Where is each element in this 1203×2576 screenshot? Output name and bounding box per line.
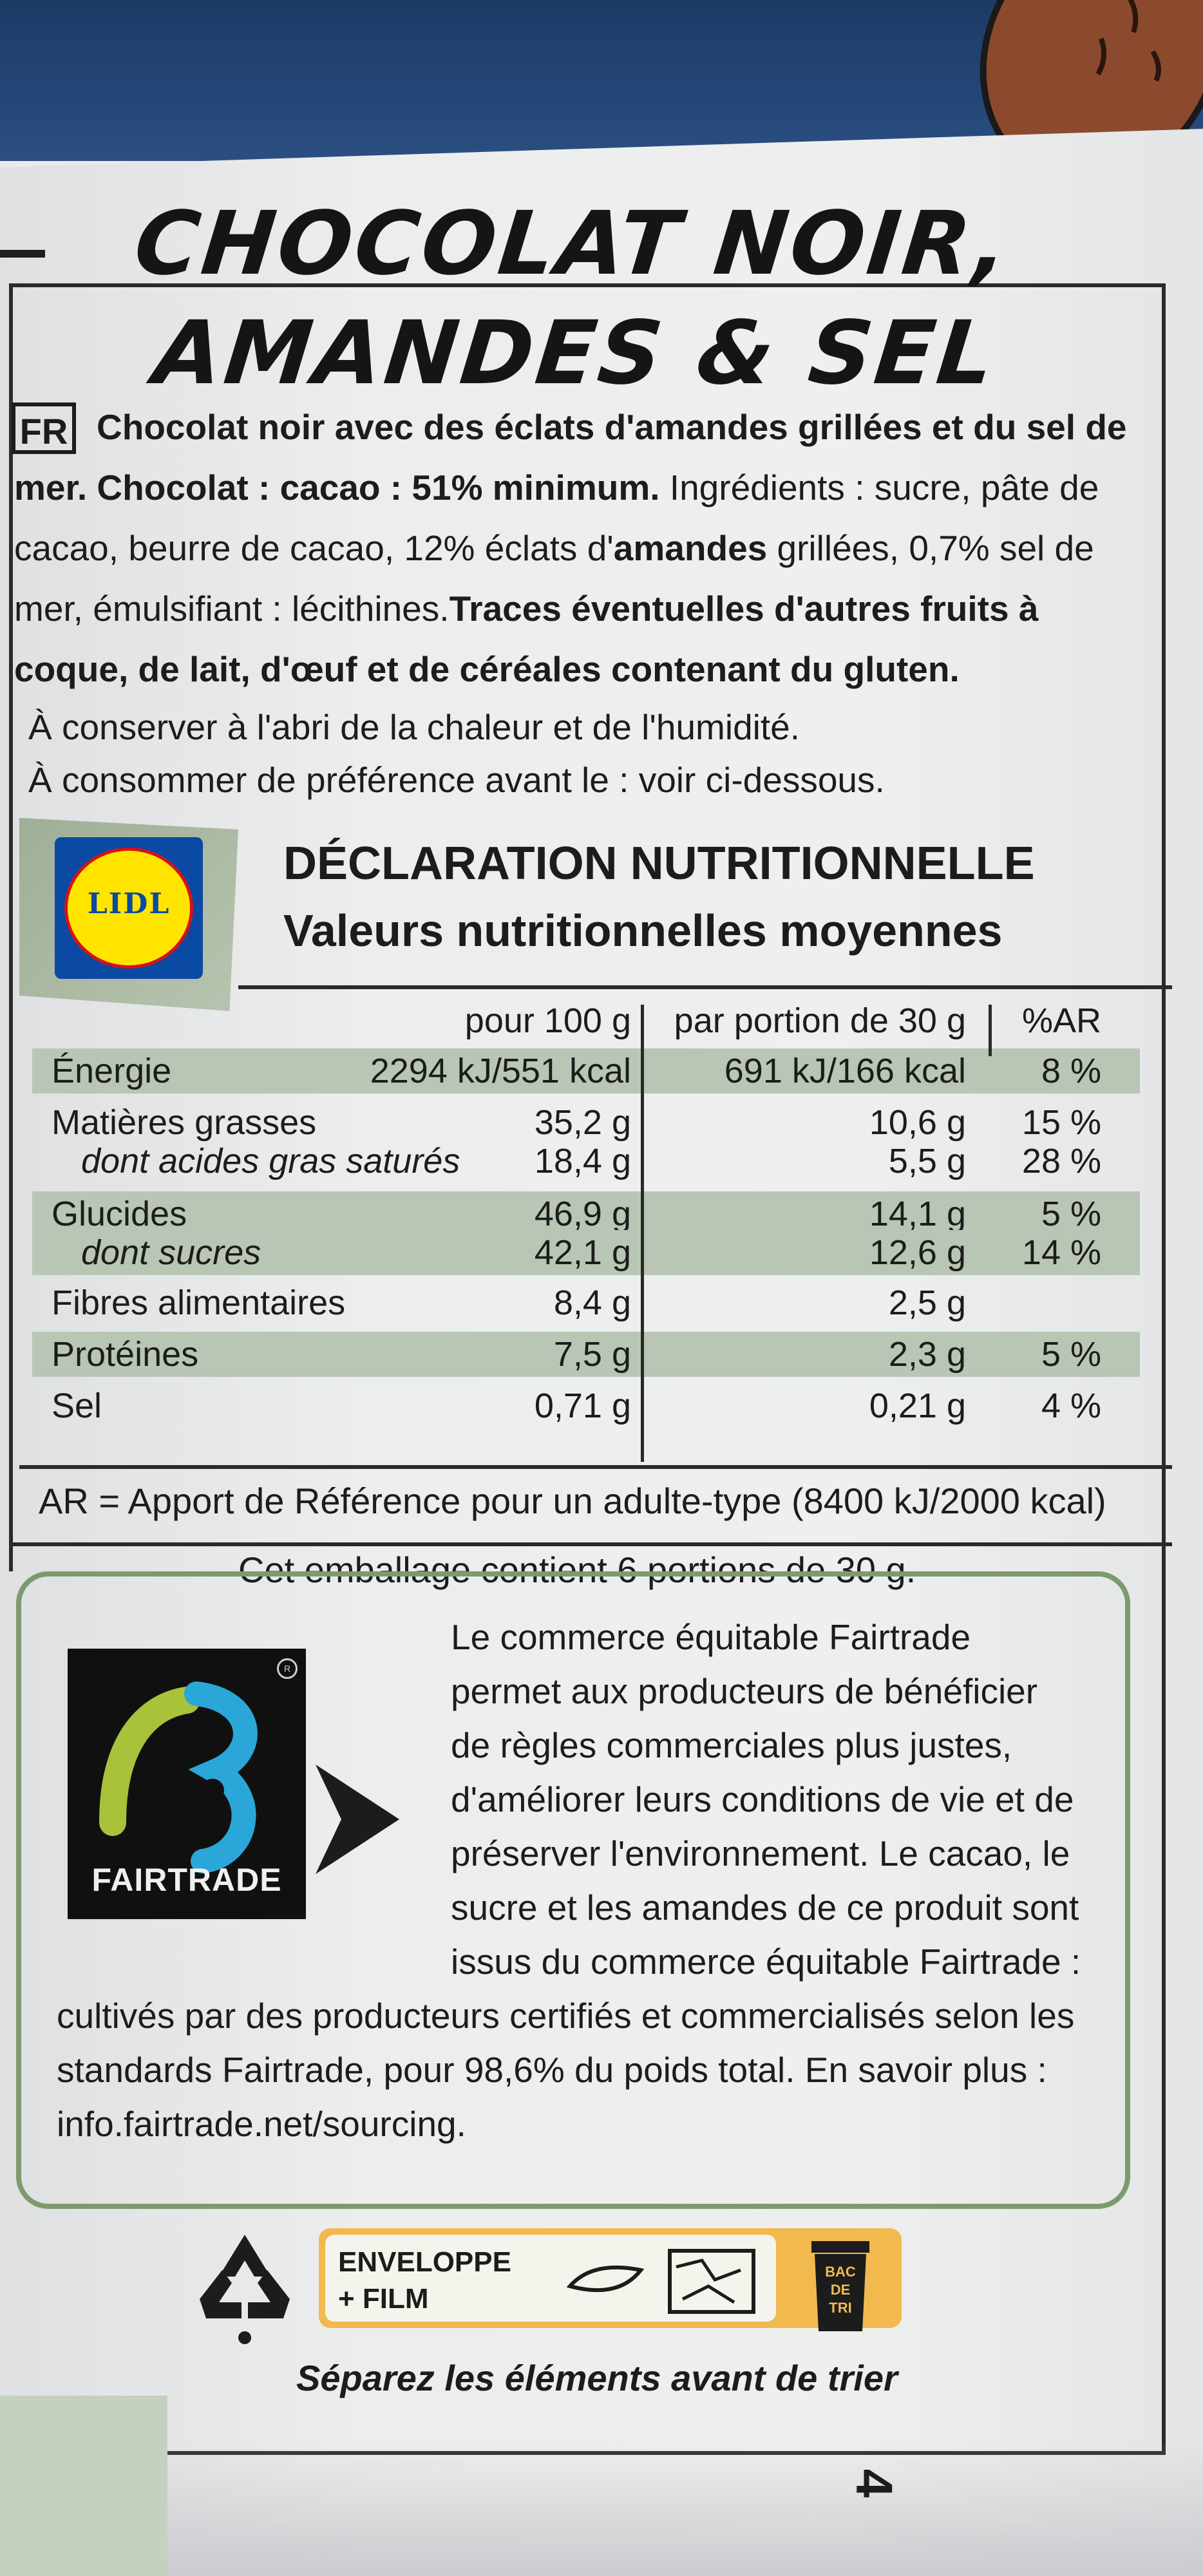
nutrient-label: Sel [52,1387,102,1425]
lidl-logo-circle [64,848,193,969]
fairtrade-text-line: issus du commerce équitable Fairtrade : [451,1942,1081,1982]
nutrient-label: dont sucres [81,1233,261,1272]
fairtrade-text-line: sucre et les amandes de ce produit sont [451,1888,1079,1927]
portions-note: Cet emballage contient 6 portions de 30 … [238,1549,916,1590]
table-row: dont acides gras saturés 18,4 g 5,5 g 28 % [32,1139,1140,1184]
fairtrade-text-line: préserver l'environnement. Le cacao, le [451,1833,1070,1873]
registered-mark: R [277,1658,298,1679]
value-portion: 14,1 g [869,1195,966,1233]
page-number: 4 [846,2468,904,2498]
value-ar: 5 % [1041,1335,1101,1374]
nutrient-label: Énergie [52,1052,172,1090]
sorting-label-envelope: ENVELOPPE [338,2246,511,2278]
chevron-right-icon [316,1765,399,1874]
fairtrade-text-line: de règles commerciales plus justes, [451,1725,1012,1765]
value-per100: 42,1 g [534,1233,631,1272]
value-per100: 8,4 g [553,1283,631,1322]
fairtrade-text-line: d'améliorer leurs conditions de vie et d… [451,1779,1074,1819]
column-header-ar: %AR [1021,1001,1101,1040]
value-portion: 2,5 g [888,1283,966,1322]
column-header-portion: par portion de 30 g [674,1001,966,1040]
value-per100: 35,2 g [534,1103,631,1142]
product-title-line-2: AMANDES & SEL [149,303,1001,404]
value-ar: 8 % [1041,1052,1101,1090]
value-portion: 12,6 g [869,1233,966,1272]
bin-text-line: DE [831,2282,851,2298]
label-frame-left [9,283,13,1571]
nutrition-title: DÉCLARATION NUTRITIONNELLE [283,838,1035,889]
table-row: Protéines 7,5 g 2,3 g 5 % [32,1332,1140,1377]
nutrient-label: dont acides gras saturés [81,1142,460,1180]
best-before-instruction: À consommer de préférence avant le : voi… [28,760,885,800]
reference-intake-note: AR = Apport de Référence pour un adulte-… [39,1481,1106,1521]
value-per100: 7,5 g [553,1335,631,1374]
column-divider-ar [989,1005,992,1056]
table-row: Glucides 46,9 g 14,1 g 5 % [32,1191,1140,1236]
lidl-logo-text: LIDL [87,887,171,920]
value-ar: 5 % [1041,1195,1101,1233]
ingredients-line-2: mer. Chocolat : cacao : 51% minimum. Ing… [14,468,1099,507]
fairtrade-text-line: cultivés par des producteurs certifiés e… [57,1996,1075,2036]
bottom-shadow [0,2441,1203,2576]
nutrition-subtitle: Valeurs nutritionnelles moyennes [283,905,1003,956]
value-ar: 14 % [1021,1233,1101,1272]
value-portion: 691 kJ/166 kcal [724,1052,966,1090]
nutrition-table: pour 100 g par portion de 30 g %AR Énerg… [32,998,1140,1462]
value-portion: 2,3 g [888,1335,966,1374]
ingredients-line-3: cacao, beurre de cacao, 12% éclats d'ama… [14,528,1094,568]
fairtrade-box [16,1571,1130,2209]
ingredients-line-1: Chocolat noir avec des éclats d'amandes … [97,407,1127,447]
table-bottom-rule [19,1465,1172,1469]
table-row: Matières grasses 35,2 g 10,6 g 15 % [32,1100,1140,1145]
title-dash [0,250,45,258]
value-portion: 0,21 g [869,1387,966,1425]
fairtrade-text-line: Le commerce équitable Fairtrade [451,1617,971,1657]
column-divider [641,1005,644,1462]
recycling-icon [200,2235,290,2344]
note-bottom-rule [9,1542,1172,1546]
nutrient-label: Protéines [52,1335,199,1374]
table-row: Énergie 2294 kJ/551 kcal 691 kJ/166 kcal 8 … [32,1048,1140,1094]
value-per100: 0,71 g [534,1387,631,1425]
sorting-label-film: + FILM [338,2283,429,2315]
table-row: dont sucres 42,1 g 12,6 g 14 % [32,1230,1140,1275]
nutrient-label: Glucides [52,1195,187,1233]
value-per100: 18,4 g [534,1142,631,1180]
fairtrade-text-line: info.fairtrade.net/sourcing. [57,2104,466,2144]
value-portion: 5,5 g [888,1142,966,1180]
fairtrade-text-line: standards Fairtrade, pour 98,6% du poids… [57,2050,1047,2090]
table-row: Fibres alimentaires 8,4 g 2,5 g [32,1280,1140,1325]
sorting-caption: Séparez les éléments avant de trier [296,2358,898,2398]
language-badge: FR [12,402,76,454]
value-ar: 28 % [1021,1142,1101,1180]
ingredients-line-5: coque, de lait, d'œuf et de céréales con… [14,649,960,689]
fairtrade-logo-icon [68,1649,306,1919]
table-header-row: pour 100 g par portion de 30 g %AR [32,998,1140,1043]
value-portion: 10,6 g [869,1103,966,1142]
fairtrade-text-line: permet aux producteurs de bénéficier [451,1671,1038,1711]
column-header-per100: pour 100 g [464,1001,631,1040]
value-ar: 15 % [1021,1103,1101,1142]
bin-text-line: BAC [825,2264,856,2280]
value-per100: 46,9 g [534,1195,631,1233]
green-tab [0,2396,167,2576]
nutrient-label: Fibres alimentaires [52,1283,346,1322]
fairtrade-logo-label: FAIRTRADE [91,1862,282,1898]
nutrient-label: Matières grasses [52,1103,317,1142]
film-icon [668,2249,755,2314]
table-row: Sel 0,71 g 0,21 g 4 % [32,1383,1140,1428]
ingredients-line-4: mer, émulsifiant : lécithines.Traces éve… [14,589,1039,629]
sorting-bin-icon: BAC DE TRI [811,2241,869,2331]
wrapper-icon [567,2265,644,2293]
value-per100: 2294 kJ/551 kcal [370,1052,631,1090]
value-ar: 4 % [1041,1387,1101,1425]
header-rule [238,985,1172,989]
storage-instruction: À conserver à l'abri de la chaleur et de… [28,707,800,747]
product-title-line-1: CHOCOLAT NOIR, [129,193,1016,295]
bin-text-line: TRI [829,2300,851,2316]
